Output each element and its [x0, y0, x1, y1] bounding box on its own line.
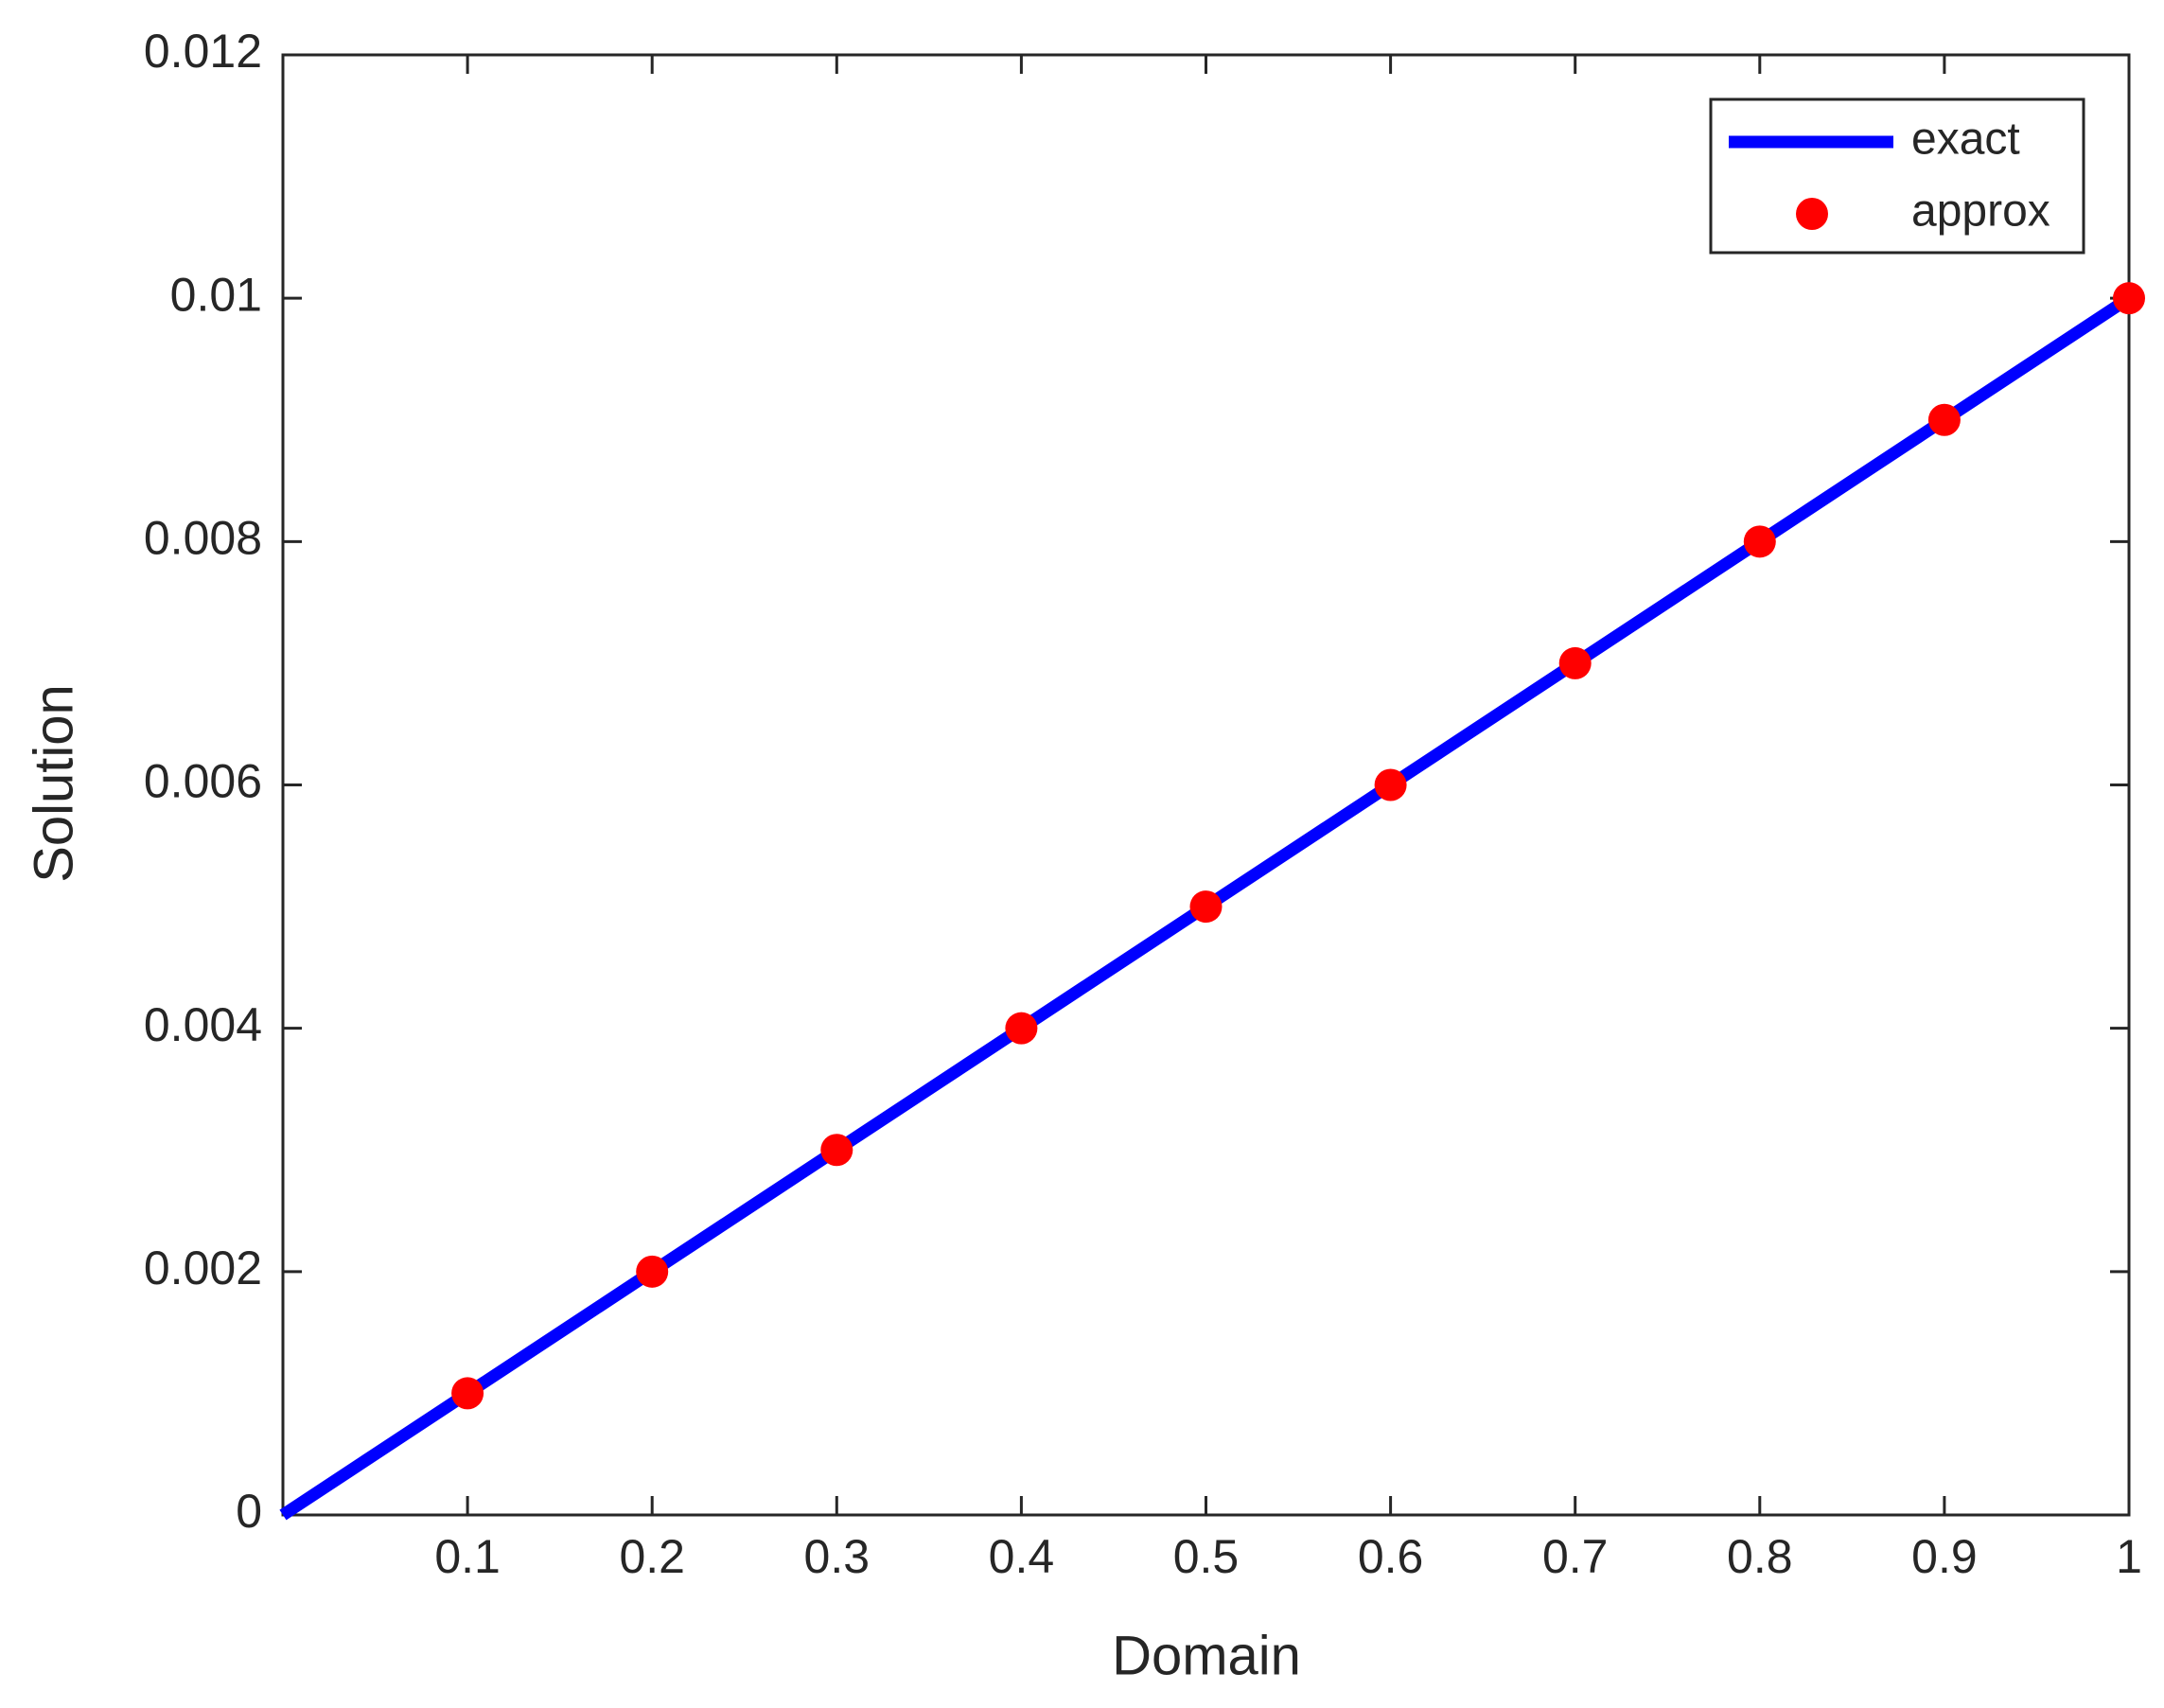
x-tick-label: 0.5	[1173, 1530, 1240, 1583]
data-point	[1374, 768, 1407, 801]
legend-label: approx	[1911, 186, 2050, 237]
x-axis-label: Domain	[1112, 1625, 1301, 1686]
data-point	[1743, 525, 1776, 558]
x-tick-label: 1	[2116, 1530, 2142, 1583]
y-tick-label: 0.008	[144, 512, 262, 565]
y-tick-label: 0.006	[144, 755, 262, 808]
legend-box	[1709, 97, 2085, 255]
y-tick-label: 0.004	[144, 998, 262, 1051]
data-point	[1927, 403, 1961, 436]
data-point	[1558, 646, 1592, 679]
y-tick-label: 0.002	[144, 1241, 262, 1294]
x-tick-label: 0.9	[1911, 1530, 1978, 1583]
data-point	[636, 1255, 669, 1288]
legend-label: exact	[1911, 114, 2020, 165]
x-tick-label: 0.7	[1542, 1530, 1609, 1583]
legend-marker	[1796, 198, 1828, 230]
y-axis-label: Solution	[23, 684, 84, 883]
plot-frame	[281, 53, 2131, 1517]
x-tick-label: 0.1	[434, 1530, 501, 1583]
x-tick-label: 0.2	[619, 1530, 685, 1583]
data-point	[2113, 282, 2145, 315]
data-point	[1189, 890, 1223, 924]
x-tick-label: 0.8	[1727, 1530, 1793, 1583]
x-tick-label: 0.3	[804, 1530, 871, 1583]
y-tick-label: 0.012	[144, 25, 262, 78]
x-tick-label: 0.6	[1358, 1530, 1424, 1583]
data-point	[451, 1377, 484, 1410]
data-point	[820, 1134, 853, 1167]
x-tick-label: 0.4	[989, 1530, 1055, 1583]
data-point	[1005, 1012, 1038, 1045]
y-tick-label: 0.01	[170, 268, 262, 321]
y-tick-label: 0	[236, 1485, 262, 1538]
